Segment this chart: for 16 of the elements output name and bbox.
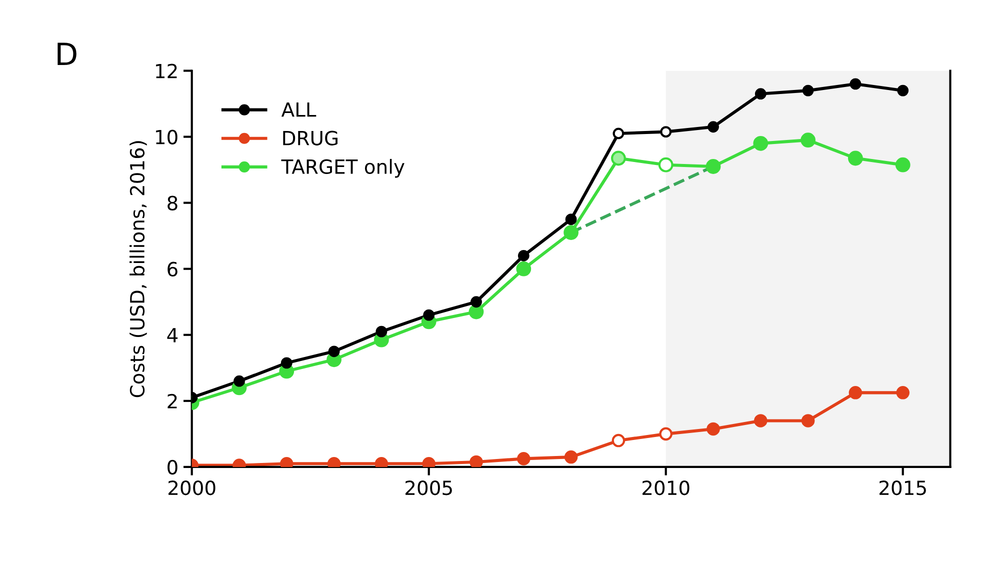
- y-tick-label: 12: [156, 64, 177, 78]
- y-axis-title: Costs (USD, billions, 2016): [130, 141, 147, 398]
- text: D: [58, 42, 76, 66]
- y-tick-label: 10: [156, 130, 178, 144]
- y-tick-label: 2: [168, 394, 177, 408]
- legend-label: ALL: [281, 102, 316, 117]
- x-tick-label: 2015: [880, 480, 926, 496]
- y-tick-label: 4: [167, 328, 178, 342]
- y-tick-label: 0: [168, 460, 178, 475]
- y-tick-label: 8: [168, 196, 178, 210]
- legend-label: DRUG: [283, 130, 338, 146]
- y-tick-label: 6: [168, 262, 178, 277]
- x-tick-label: 2005: [406, 480, 452, 496]
- x-tick-label: 2000: [168, 480, 216, 496]
- legend-label: TARGET only: [281, 158, 404, 178]
- x-tick-label: 2010: [642, 480, 690, 496]
